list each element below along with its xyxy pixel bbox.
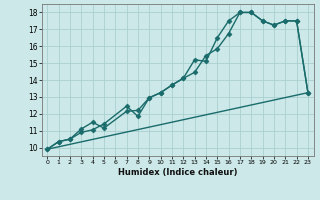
X-axis label: Humidex (Indice chaleur): Humidex (Indice chaleur) (118, 168, 237, 177)
